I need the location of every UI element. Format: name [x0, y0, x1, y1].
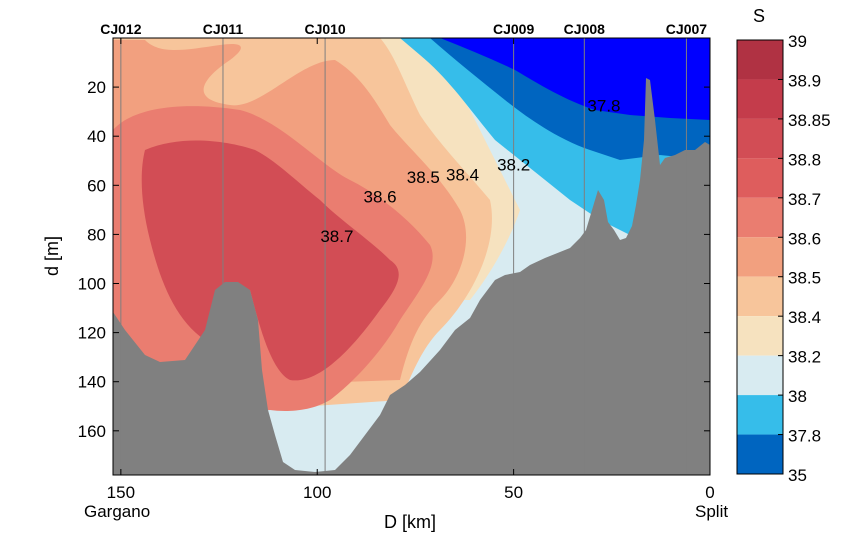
y-axis-ticks: 20 40 60 80 100 120 140 160 — [78, 78, 710, 441]
colorbar-tick-label: 38.5 — [788, 269, 821, 288]
contour-label: 38.6 — [364, 187, 397, 206]
colorbar-tick-label: 38.2 — [788, 348, 821, 367]
colorbar-swatch — [737, 237, 783, 277]
colorbar-swatch — [737, 276, 783, 317]
colorbar-tick-label: 38.9 — [788, 71, 821, 90]
y-tick-label: 160 — [78, 422, 106, 441]
station-lines — [120, 38, 687, 475]
x-end-label-left: Gargano — [84, 502, 150, 521]
y-tick-label: 120 — [78, 324, 106, 343]
y-axis-title: d [m] — [42, 236, 62, 276]
fill-38-8 — [141, 140, 399, 381]
station-label-cj007: CJ007 — [666, 21, 707, 37]
x-tick-label: 50 — [504, 483, 523, 502]
station-label-cj010: CJ010 — [304, 21, 345, 37]
contour-label: 38.5 — [407, 168, 440, 187]
contour-label: 37.8 — [587, 97, 620, 116]
colorbar-tick-label: 38.8 — [788, 150, 821, 169]
contour-label: 38.7 — [320, 227, 353, 246]
colorbar-tick-label: 37.8 — [788, 427, 821, 446]
contour-label: 38.2 — [497, 156, 530, 175]
colorbar: 39 38.9 38.85 38.8 38.7 38.6 38.5 38.4 38.2 38 37.… — [736, 32, 831, 485]
y-tick-label: 100 — [78, 275, 106, 294]
y-tick-label: 60 — [87, 176, 106, 195]
colorbar-tick-label: 38.7 — [788, 190, 821, 209]
station-label-cj009: CJ009 — [493, 21, 534, 37]
y-tick-label: 80 — [87, 225, 106, 244]
plot-frame — [112, 37, 711, 476]
colorbar-swatch — [737, 40, 783, 80]
x-tick-label: 150 — [107, 483, 135, 502]
colorbar-title: S — [753, 6, 765, 26]
colorbar-swatch — [737, 355, 783, 396]
y-tick-label: 140 — [78, 373, 106, 392]
y-tick-label: 40 — [87, 127, 106, 146]
contour-label: 38.4 — [446, 165, 479, 184]
colorbar-frame — [736, 39, 784, 475]
colorbar-swatch — [737, 316, 783, 356]
x-axis-title: D [km] — [384, 512, 436, 532]
contour-labels: 37.8 38.2 38.4 38.5 38.6 38.7 — [320, 97, 620, 246]
colorbar-swatch — [737, 118, 783, 159]
colorbar-tick-label: 35 — [788, 466, 807, 485]
colorbar-tick-label: 39 — [788, 32, 807, 51]
contour-fields — [113, 38, 710, 475]
colorbar-tick-label: 38 — [788, 387, 807, 406]
colorbar-tick-label: 38.85 — [788, 111, 831, 130]
colorbar-swatch — [737, 395, 783, 435]
station-label-cj008: CJ008 — [564, 21, 605, 37]
colorbar-swatch — [737, 158, 783, 198]
fill-35 — [440, 38, 710, 120]
colorbar-tick-label: 38.6 — [788, 229, 821, 248]
x-tick-label: 0 — [705, 483, 714, 502]
station-labels: CJ012 CJ011 CJ010 CJ009 CJ008 CJ007 — [100, 21, 707, 37]
x-end-label-right: Split — [695, 502, 728, 521]
colorbar-swatch — [737, 434, 783, 474]
station-label-cj012: CJ012 — [100, 21, 141, 37]
seafloor-bathymetry — [113, 78, 710, 475]
x-tick-label: 100 — [303, 483, 331, 502]
colorbar-swatch — [737, 197, 783, 238]
x-axis-ticks: 150 100 50 0 — [107, 38, 715, 502]
y-tick-label: 20 — [87, 78, 106, 97]
colorbar-swatch — [737, 79, 783, 119]
colorbar-tick-label: 38.4 — [788, 308, 821, 327]
station-label-cj011: CJ011 — [203, 21, 244, 37]
